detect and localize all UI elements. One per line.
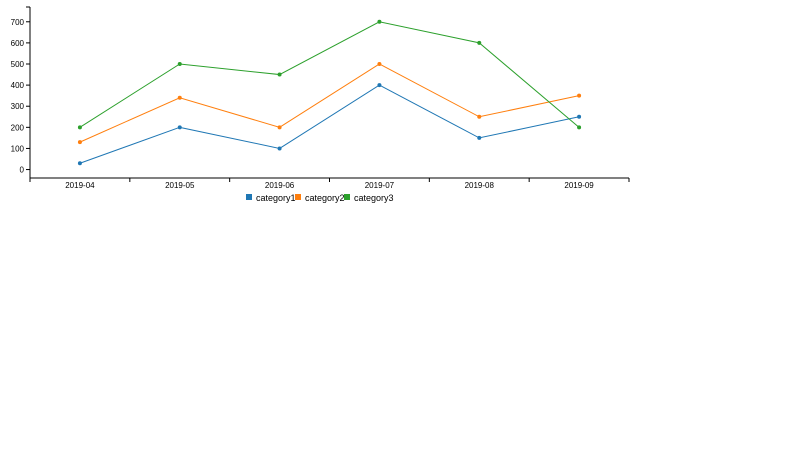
data-point	[177, 62, 182, 66]
x-tick-label: 2019-09	[564, 181, 594, 190]
data-point	[377, 83, 382, 88]
legend: category1 category2 category3	[246, 193, 394, 203]
data-point	[177, 95, 182, 100]
data-point	[377, 19, 382, 24]
x-tick-label: 2019-04	[65, 181, 95, 190]
data-point	[277, 72, 282, 77]
data-point	[477, 40, 482, 45]
series-line	[79, 84, 580, 164]
data-point	[177, 125, 182, 130]
y-tick-label: 400	[11, 81, 25, 90]
data-point	[77, 125, 82, 130]
y-tick-label: 0	[20, 166, 25, 175]
y-tick-label: 700	[11, 18, 25, 27]
y-tick-label: 200	[11, 123, 25, 132]
data-point	[577, 114, 582, 119]
series-line	[79, 63, 580, 143]
data-point	[477, 135, 482, 140]
y-tick-label: 500	[11, 60, 25, 69]
data-point	[277, 125, 282, 130]
data-point	[377, 62, 382, 66]
x-tick-label: 2019-07	[365, 181, 395, 190]
y-axis: 0 100 200 300 400 500 600 700	[11, 6, 31, 178]
legend-swatch	[295, 194, 301, 200]
data-point	[277, 146, 282, 151]
x-tick-label: 2019-05	[165, 181, 195, 190]
legend-item: category3	[344, 193, 394, 203]
legend-label: category1	[256, 193, 296, 203]
x-axis: 2019-04 2019-05 2019-06 2019-07 2019-08 2019-…	[29, 177, 630, 190]
legend-swatch	[344, 194, 350, 200]
series-category2	[77, 62, 582, 145]
data-point	[77, 140, 82, 145]
data-point	[477, 114, 482, 119]
x-tick-label: 2019-06	[265, 181, 295, 190]
data-point	[77, 161, 82, 166]
legend-item: category1	[246, 193, 296, 203]
x-tick-label: 2019-08	[465, 181, 495, 190]
y-tick-label: 600	[11, 39, 25, 48]
y-tick-label: 100	[11, 144, 25, 153]
series-category3	[77, 19, 582, 130]
legend-label: category2	[305, 193, 345, 203]
y-tick-label: 300	[11, 102, 25, 111]
legend-swatch	[246, 194, 252, 200]
data-point	[577, 93, 582, 98]
legend-label: category3	[354, 193, 394, 203]
series-category1	[77, 83, 582, 166]
data-point	[577, 125, 582, 130]
series-group	[77, 19, 582, 166]
legend-item: category2	[295, 193, 345, 203]
series-line	[79, 21, 580, 128]
